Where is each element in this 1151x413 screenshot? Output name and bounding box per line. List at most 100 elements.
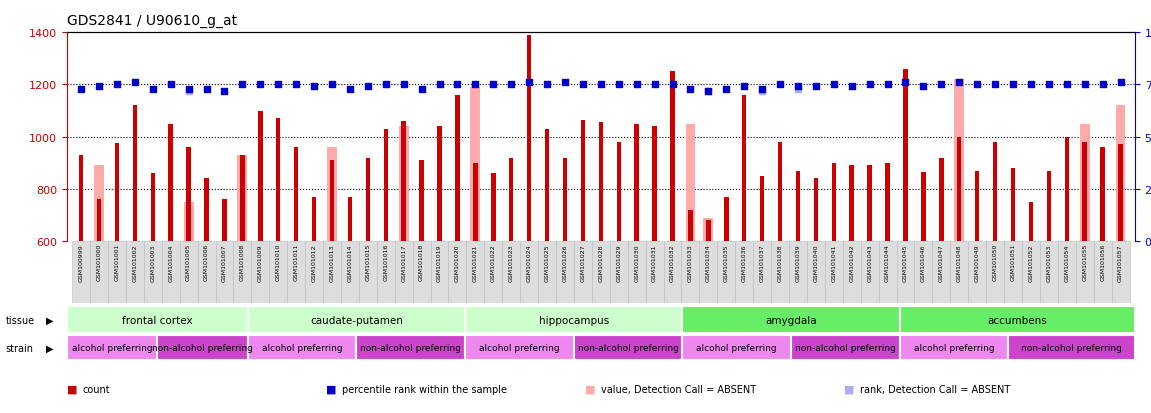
Text: GSM101054: GSM101054	[1065, 243, 1069, 281]
Bar	[700, 242, 717, 304]
Bar	[627, 242, 646, 304]
Bar	[954, 80, 965, 242]
Text: strain: strain	[6, 343, 33, 353]
Bar	[305, 242, 323, 304]
Text: non-alcohol preferring: non-alcohol preferring	[360, 343, 462, 352]
Bar	[951, 242, 968, 304]
Bar	[646, 242, 663, 304]
Text: GSM101046: GSM101046	[921, 243, 925, 281]
Bar	[502, 242, 520, 304]
Bar	[359, 242, 376, 304]
Bar	[184, 202, 193, 242]
Point	[753, 88, 771, 95]
Point	[1058, 82, 1076, 88]
Point	[322, 82, 341, 88]
Bar	[341, 242, 359, 304]
Bar	[771, 242, 788, 304]
Text: GSM101027: GSM101027	[580, 243, 586, 281]
Bar	[413, 242, 430, 304]
Point	[485, 82, 503, 88]
Bar	[683, 306, 900, 333]
Text: GSM101023: GSM101023	[509, 243, 513, 281]
Bar	[258, 111, 262, 242]
Point	[90, 84, 108, 90]
Bar	[215, 242, 234, 304]
Text: GSM101036: GSM101036	[741, 243, 747, 281]
Text: GSM101032: GSM101032	[670, 243, 674, 281]
Text: GSM101012: GSM101012	[312, 243, 317, 281]
Point	[305, 84, 323, 90]
Bar	[1022, 242, 1039, 304]
Bar	[914, 242, 932, 304]
Text: ■: ■	[67, 384, 77, 394]
Bar	[1076, 242, 1093, 304]
Bar	[760, 176, 764, 242]
Bar	[956, 137, 961, 242]
Bar	[73, 242, 90, 304]
Text: GSM101034: GSM101034	[706, 243, 711, 281]
Text: GSM101014: GSM101014	[348, 243, 352, 281]
Text: GSM101047: GSM101047	[939, 243, 944, 281]
Bar	[1011, 169, 1015, 242]
Point	[1075, 82, 1093, 88]
Text: GSM101000: GSM101000	[97, 243, 101, 281]
Bar	[592, 242, 610, 304]
Point	[950, 80, 968, 86]
Text: GSM101015: GSM101015	[365, 243, 371, 281]
Point	[287, 82, 305, 88]
Bar	[357, 335, 465, 360]
Text: GSM101025: GSM101025	[544, 243, 549, 281]
Bar	[1119, 145, 1122, 242]
Text: GSM101021: GSM101021	[473, 243, 478, 281]
Text: GSM101029: GSM101029	[616, 243, 622, 281]
Point	[824, 82, 843, 88]
Point	[269, 82, 288, 88]
Point	[807, 84, 825, 90]
Bar	[1065, 137, 1069, 242]
Bar	[807, 242, 825, 304]
Point	[125, 80, 144, 86]
Text: GSM101031: GSM101031	[653, 243, 657, 281]
Text: tissue: tissue	[6, 315, 35, 325]
Bar	[686, 124, 695, 242]
Text: rank, Detection Call = ABSENT: rank, Detection Call = ABSENT	[860, 384, 1011, 394]
Text: GSM101042: GSM101042	[849, 243, 854, 281]
Bar	[703, 218, 714, 242]
Text: GSM101050: GSM101050	[992, 243, 998, 281]
Text: hippocampus: hippocampus	[539, 315, 609, 325]
Bar	[67, 335, 158, 360]
Bar	[778, 142, 783, 242]
Bar	[1046, 171, 1051, 242]
Bar	[868, 166, 872, 242]
Bar	[465, 335, 573, 360]
Bar	[724, 197, 729, 242]
Text: GSM101052: GSM101052	[1029, 243, 1034, 281]
Text: count: count	[83, 384, 110, 394]
Point	[448, 82, 466, 88]
Text: alcohol preferring: alcohol preferring	[914, 343, 994, 352]
Point	[968, 82, 986, 88]
Text: ■: ■	[585, 384, 595, 394]
Text: GSM101005: GSM101005	[186, 243, 191, 281]
Point	[592, 82, 610, 88]
Bar	[968, 242, 986, 304]
Bar	[312, 197, 317, 242]
Bar	[1039, 242, 1058, 304]
Bar	[563, 158, 567, 242]
Bar	[237, 156, 247, 242]
Text: GSM101028: GSM101028	[599, 243, 603, 281]
Bar	[897, 242, 914, 304]
Bar	[132, 106, 137, 242]
Bar	[849, 166, 854, 242]
Bar	[1082, 142, 1087, 242]
Point	[878, 82, 897, 88]
Bar	[663, 242, 681, 304]
Text: value, Detection Call = ABSENT: value, Detection Call = ABSENT	[601, 384, 756, 394]
Text: GSM101045: GSM101045	[904, 243, 908, 281]
Point	[771, 82, 790, 88]
Text: GSM101035: GSM101035	[724, 243, 729, 281]
Bar	[276, 119, 281, 242]
Bar	[683, 335, 791, 360]
Point	[986, 82, 1005, 88]
Bar	[144, 242, 162, 304]
